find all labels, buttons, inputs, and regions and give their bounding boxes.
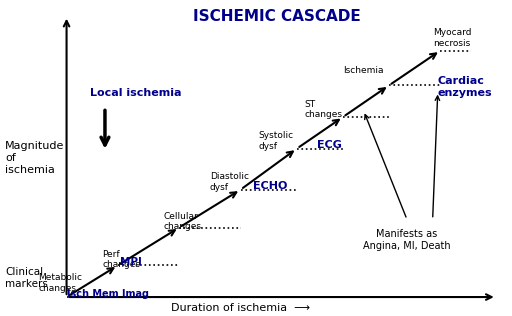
Text: ST
changes: ST changes — [305, 100, 343, 119]
Text: MPI: MPI — [120, 257, 142, 267]
Text: Metabolic
changes: Metabolic changes — [38, 273, 82, 293]
Text: Magnitude
of
ischemia: Magnitude of ischemia — [5, 141, 65, 175]
Text: Local ischemia: Local ischemia — [90, 88, 181, 98]
Text: Myocard
necrosis: Myocard necrosis — [433, 28, 471, 48]
Text: Duration of ischemia  ⟶: Duration of ischemia ⟶ — [171, 303, 310, 313]
Text: Cellular
changes: Cellular changes — [164, 212, 202, 231]
Text: Manifests as
Angina, MI, Death: Manifests as Angina, MI, Death — [363, 229, 451, 251]
Text: Cardiac
enzymes: Cardiac enzymes — [438, 76, 493, 98]
Text: Ischemia: Ischemia — [343, 66, 383, 75]
Text: Perf
changes: Perf changes — [102, 250, 140, 269]
Text: Diastolic
dysf: Diastolic dysf — [210, 172, 249, 191]
Text: Clinical
markers: Clinical markers — [5, 267, 48, 289]
Text: ISCHEMIC CASCADE: ISCHEMIC CASCADE — [193, 9, 360, 24]
Text: Isch Mem Imag: Isch Mem Imag — [67, 289, 148, 299]
Text: ECG: ECG — [317, 140, 343, 150]
Text: Systolic
dysf: Systolic dysf — [259, 131, 294, 150]
Text: ECHO: ECHO — [253, 181, 288, 191]
